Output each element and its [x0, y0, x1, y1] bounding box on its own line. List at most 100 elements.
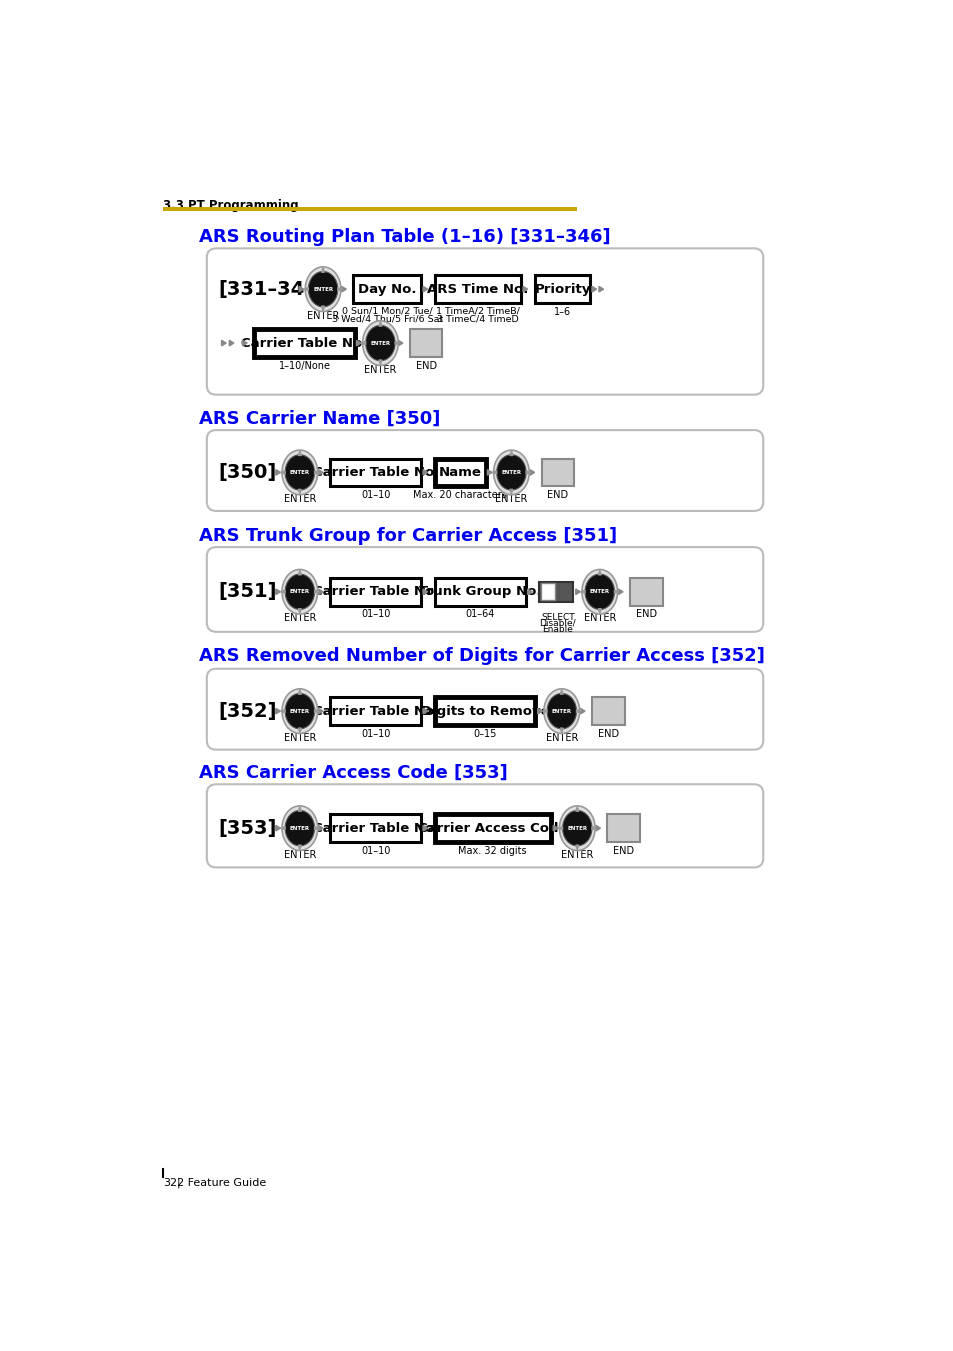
Polygon shape [395, 342, 399, 345]
Text: ENTER: ENTER [283, 732, 315, 743]
Polygon shape [298, 489, 301, 494]
Polygon shape [229, 340, 233, 346]
Text: [353]: [353] [218, 819, 276, 838]
Polygon shape [275, 825, 280, 831]
Bar [330, 578, 421, 605]
Polygon shape [298, 807, 301, 811]
Text: 1 TimeA/2 TimeB/: 1 TimeA/2 TimeB/ [436, 307, 519, 316]
Polygon shape [553, 825, 558, 831]
Bar [534, 276, 590, 303]
Text: ENTER: ENTER [501, 470, 521, 476]
Polygon shape [422, 825, 427, 831]
Ellipse shape [562, 811, 592, 846]
Polygon shape [298, 286, 303, 292]
Polygon shape [280, 590, 285, 593]
Polygon shape [280, 709, 285, 713]
Polygon shape [559, 689, 562, 694]
Polygon shape [598, 286, 603, 292]
Polygon shape [275, 708, 280, 713]
Text: ENTER: ENTER [290, 825, 310, 831]
Text: 0 Sun/1 Mon/2 Tue/: 0 Sun/1 Mon/2 Tue/ [342, 307, 433, 316]
Text: Carrier Table No.: Carrier Table No. [313, 466, 438, 480]
Text: ENTER: ENTER [313, 286, 333, 292]
Polygon shape [592, 286, 596, 292]
Polygon shape [378, 322, 381, 326]
Bar [353, 276, 421, 303]
Polygon shape [337, 288, 342, 290]
Ellipse shape [285, 811, 314, 846]
Text: END: END [635, 609, 656, 620]
Text: ENTER: ENTER [283, 494, 315, 504]
Bar [629, 578, 661, 605]
Ellipse shape [558, 805, 595, 851]
Polygon shape [378, 359, 381, 365]
Polygon shape [298, 689, 301, 694]
Bar [538, 582, 573, 601]
Ellipse shape [497, 455, 525, 490]
Polygon shape [356, 340, 360, 346]
Polygon shape [522, 286, 527, 292]
Polygon shape [509, 451, 513, 455]
Polygon shape [575, 589, 579, 594]
Polygon shape [422, 589, 427, 594]
Polygon shape [318, 825, 323, 831]
Text: Day No.: Day No. [357, 282, 416, 296]
Polygon shape [575, 846, 578, 850]
Text: Name: Name [438, 466, 481, 480]
Text: 3.3 PT Programming: 3.3 PT Programming [163, 199, 298, 212]
Text: ENTER: ENTER [567, 825, 587, 831]
Ellipse shape [282, 689, 317, 734]
Polygon shape [360, 342, 365, 345]
Text: Max. 32 digits: Max. 32 digits [458, 846, 527, 857]
Polygon shape [422, 470, 427, 476]
Text: ENTER: ENTER [283, 850, 315, 859]
Polygon shape [614, 590, 618, 593]
Polygon shape [487, 470, 492, 476]
Text: ENTER: ENTER [551, 709, 571, 713]
Text: [351]: [351] [218, 582, 276, 601]
Polygon shape [242, 340, 247, 346]
Polygon shape [422, 286, 427, 292]
FancyBboxPatch shape [207, 547, 762, 632]
Bar [435, 697, 535, 725]
Polygon shape [341, 286, 346, 292]
FancyBboxPatch shape [207, 669, 762, 750]
Text: SELECT: SELECT [540, 612, 574, 621]
Polygon shape [314, 471, 319, 474]
Ellipse shape [285, 574, 314, 609]
Bar [435, 815, 550, 842]
Text: ENTER: ENTER [545, 732, 578, 743]
Text: 01–10: 01–10 [360, 728, 390, 739]
Text: ARS Trunk Group for Carrier Access [351]: ARS Trunk Group for Carrier Access [351] [199, 527, 617, 544]
Bar [540, 584, 555, 600]
Ellipse shape [305, 267, 340, 312]
Polygon shape [509, 489, 513, 494]
Polygon shape [592, 827, 596, 830]
Ellipse shape [543, 689, 579, 734]
Text: ENTER: ENTER [283, 613, 315, 623]
Polygon shape [275, 589, 280, 594]
Polygon shape [558, 827, 562, 830]
Polygon shape [275, 470, 280, 476]
Text: ARS Removed Number of Digits for Carrier Access [352]: ARS Removed Number of Digits for Carrier… [199, 647, 764, 665]
Polygon shape [318, 589, 323, 594]
Text: ENTER: ENTER [290, 709, 310, 713]
Text: END: END [547, 490, 568, 500]
FancyBboxPatch shape [207, 430, 762, 511]
Text: 3 TimeC/4 TimeD: 3 TimeC/4 TimeD [436, 315, 518, 324]
Polygon shape [618, 589, 622, 594]
Polygon shape [576, 709, 580, 713]
Text: |  Feature Guide: | Feature Guide [177, 1178, 266, 1189]
Text: ENTER: ENTER [307, 311, 339, 320]
Ellipse shape [282, 450, 317, 494]
Bar [592, 697, 624, 725]
Polygon shape [527, 589, 532, 594]
Polygon shape [530, 470, 534, 476]
Bar [541, 458, 574, 486]
Bar [435, 458, 485, 486]
Polygon shape [314, 709, 319, 713]
Text: ARS Routing Plan Table (1–16) [331–346]: ARS Routing Plan Table (1–16) [331–346] [199, 227, 610, 246]
FancyBboxPatch shape [207, 785, 762, 867]
Ellipse shape [546, 693, 576, 728]
Text: 322: 322 [163, 1178, 185, 1188]
